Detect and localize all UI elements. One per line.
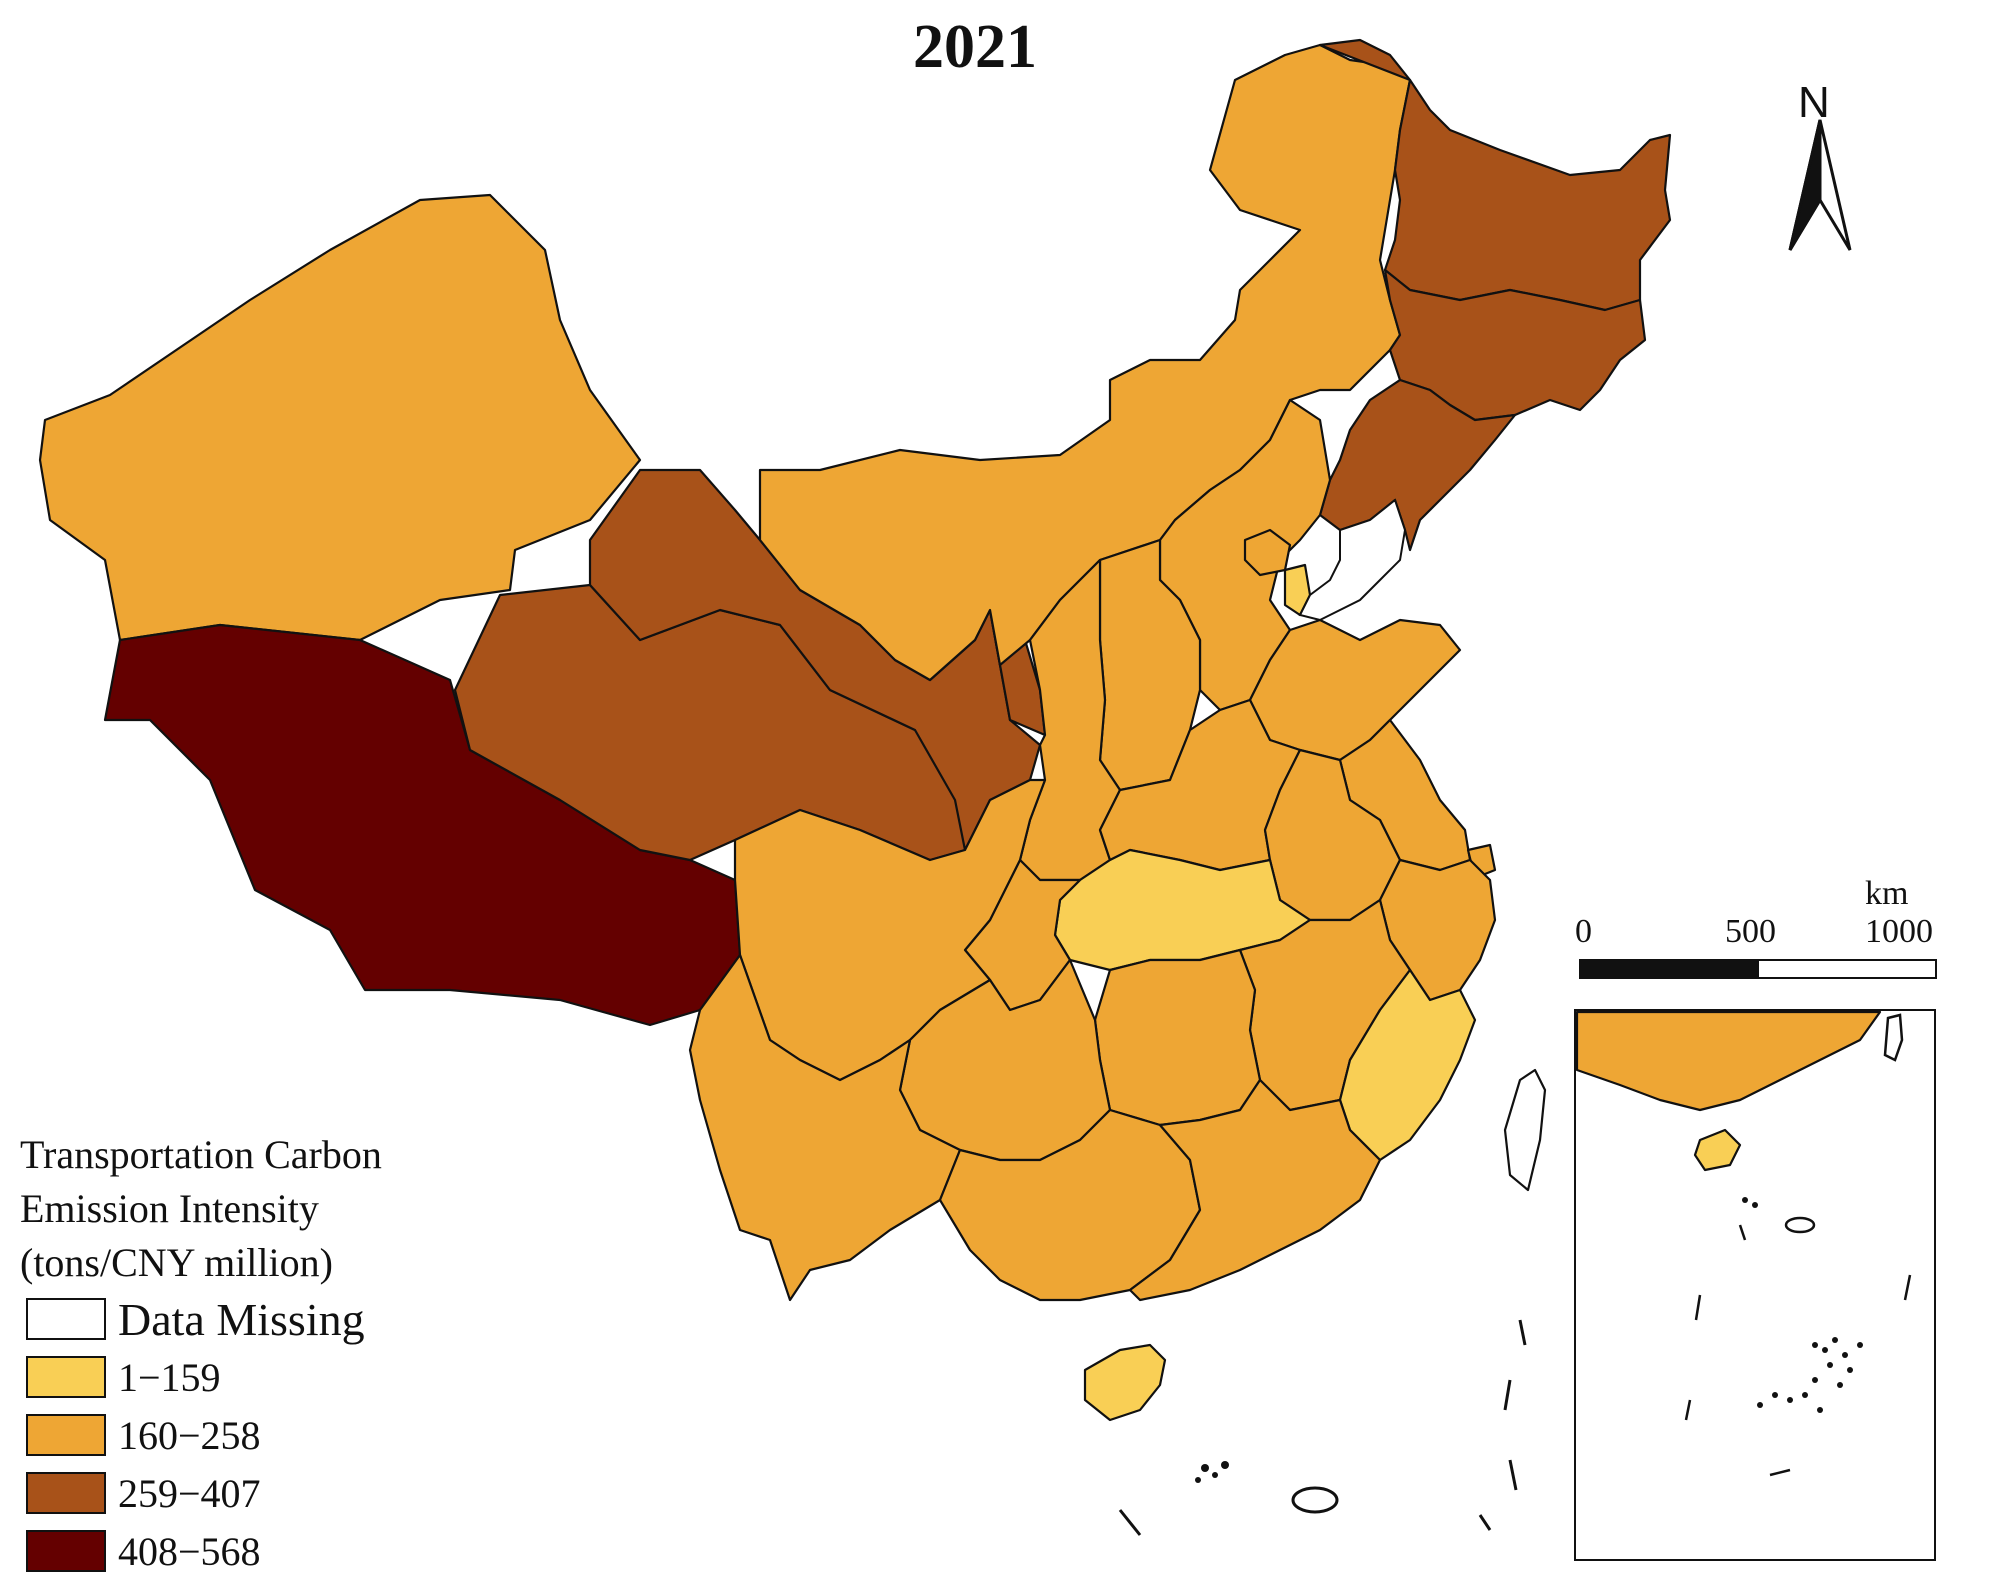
legend: Transportation Carbon Emission Intensity… bbox=[20, 1128, 490, 1580]
scale-bar: km 0 500 1000 bbox=[1575, 875, 1935, 985]
legend-swatch bbox=[26, 1472, 106, 1514]
legend-label: 408−568 bbox=[118, 1529, 261, 1574]
legend-swatch bbox=[26, 1356, 106, 1398]
legend-label: 160−258 bbox=[118, 1413, 261, 1458]
legend-item-3: 259−407 bbox=[20, 1466, 490, 1522]
region-hunan bbox=[1093, 948, 1262, 1127]
region-jilin bbox=[1383, 268, 1647, 422]
inset-map bbox=[1574, 1009, 1936, 1561]
south-china-sea-dashes bbox=[1118, 1319, 1527, 1536]
legend-item-4: 408−568 bbox=[20, 1524, 490, 1580]
legend-label: 1−159 bbox=[118, 1355, 221, 1400]
north-label: N bbox=[1798, 78, 1830, 127]
legend-label: Data Missing bbox=[118, 1294, 365, 1345]
map-title: 2021 bbox=[913, 13, 1037, 81]
legend-label: 259−407 bbox=[118, 1471, 261, 1516]
region-hainan bbox=[1083, 1343, 1167, 1422]
legend-item-missing: Data Missing bbox=[20, 1292, 490, 1348]
region-xinjiang bbox=[38, 193, 642, 642]
region-guangdong bbox=[1128, 1078, 1382, 1302]
inset-hainan bbox=[1693, 1128, 1742, 1172]
island-dots bbox=[1195, 1461, 1339, 1514]
legend-item-2: 160−258 bbox=[20, 1408, 490, 1464]
scale-unit: km bbox=[1865, 875, 1909, 912]
scale-bar-graphic bbox=[1579, 959, 1937, 979]
scale-tick-0: 0 bbox=[1575, 913, 1592, 950]
north-arrow-icon bbox=[1788, 119, 1852, 251]
bohai-sea bbox=[1298, 498, 1407, 622]
legend-swatch bbox=[26, 1530, 106, 1572]
region-shandong bbox=[1248, 618, 1462, 762]
region-taiwan bbox=[1503, 1068, 1547, 1192]
inset-guangdong-guangxi bbox=[1575, 1010, 1882, 1112]
region-heilongjiang bbox=[1318, 38, 1672, 312]
legend-title: Transportation Carbon Emission Intensity… bbox=[20, 1132, 382, 1285]
region-inner-mongolia bbox=[758, 43, 1412, 682]
legend-swatch bbox=[26, 1414, 106, 1456]
region-liaoning bbox=[1318, 378, 1517, 552]
legend-item-1: 1−159 bbox=[20, 1350, 490, 1406]
legend-swatch bbox=[26, 1298, 106, 1340]
scale-tick-500: 500 bbox=[1725, 913, 1776, 950]
scale-tick-1000: 1000 bbox=[1865, 913, 1933, 950]
